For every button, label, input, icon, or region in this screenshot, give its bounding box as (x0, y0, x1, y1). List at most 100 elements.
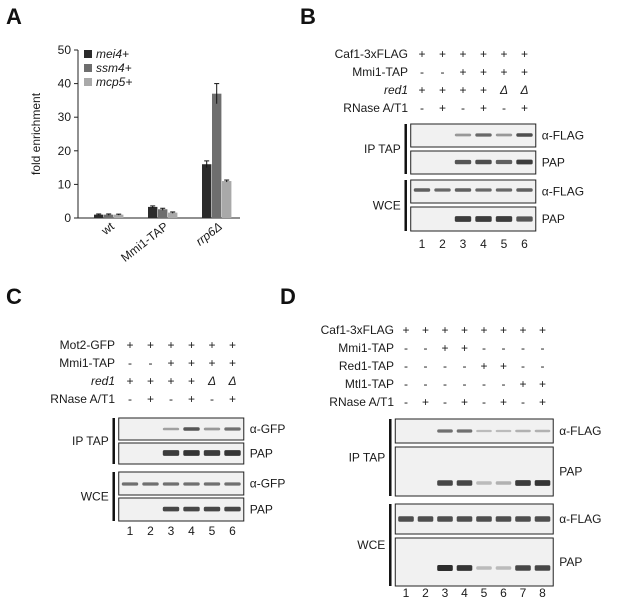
condition-value: + (418, 83, 425, 97)
condition-value: - (541, 341, 545, 355)
band (417, 516, 434, 522)
band (437, 480, 453, 486)
condition-value: + (441, 323, 448, 337)
band (495, 159, 513, 165)
condition-value: - (404, 395, 408, 409)
band (413, 188, 431, 192)
condition-value: - (128, 392, 132, 406)
condition-value: + (480, 323, 487, 337)
condition-value: + (188, 338, 195, 352)
antibody-label: PAP (559, 555, 582, 569)
condition-value: + (402, 323, 409, 337)
condition-value: - (443, 359, 447, 373)
antibody-label: PAP (250, 503, 273, 517)
blot-box (394, 446, 554, 497)
lane-number: 2 (422, 586, 429, 600)
condition-value: - (420, 65, 424, 79)
condition-value: + (126, 338, 133, 352)
lane-number: 2 (439, 237, 446, 251)
band (515, 565, 531, 571)
panel-c: C Mot2-GFP + + + + + +Mmi1-TAP - - + + + +red1 + + + + Δ Δ… (6, 284, 285, 538)
condition-value: + (461, 323, 468, 337)
condition-value: + (539, 395, 546, 409)
condition-value: + (208, 356, 215, 370)
condition-value: - (443, 395, 447, 409)
condition-value: + (519, 377, 526, 391)
y-tick-label: 30 (58, 110, 72, 124)
condition-value: - (521, 395, 525, 409)
panel-b: B Caf1-3xFLAG + + + + + +Mmi1-TAP - - + + + +red1 + + +… (300, 4, 584, 251)
condition-label: red1 (91, 374, 115, 388)
condition-value: - (210, 392, 214, 406)
y-tick-label: 40 (58, 77, 72, 91)
band (224, 506, 241, 512)
bar (114, 214, 124, 218)
lane-number: 4 (480, 237, 487, 251)
lane-number: 5 (209, 524, 216, 538)
band (183, 450, 200, 456)
bar (212, 93, 222, 218)
condition-value: + (188, 374, 195, 388)
condition-value: - (404, 359, 408, 373)
panel-a-chart: 0 10 20 30 40 50 fold enrichment wt Mmi1-TAP rrp6… (29, 43, 240, 265)
legend-label: mei4+ (96, 47, 129, 61)
condition-value: - (482, 395, 486, 409)
legend-label: ssm4+ (96, 61, 132, 75)
blot-box (410, 150, 537, 175)
condition-label: Mtl1-TAP (345, 377, 394, 391)
band (224, 450, 241, 456)
band (515, 429, 531, 433)
bar (148, 206, 158, 218)
condition-value: - (521, 341, 525, 355)
condition-value: Δ (207, 374, 216, 388)
condition-value: + (519, 323, 526, 337)
condition-value: + (147, 374, 154, 388)
antibody-label: α-GFP (250, 422, 286, 436)
condition-value: + (422, 395, 429, 409)
antibody-label: PAP (542, 212, 565, 226)
condition-label: Caf1-3xFLAG (321, 323, 394, 337)
band (203, 482, 221, 486)
band (516, 159, 533, 165)
y-axis-label: fold enrichment (29, 92, 43, 175)
condition-value: - (521, 359, 525, 373)
band (162, 482, 180, 486)
condition-value: + (441, 341, 448, 355)
blot-box (118, 417, 245, 441)
band (434, 188, 451, 192)
lane-number: 4 (188, 524, 195, 538)
condition-value: - (420, 101, 424, 115)
blot-box (410, 179, 537, 204)
condition-value: - (463, 377, 467, 391)
x-tick-label: rrp6Δ (193, 219, 225, 248)
panel-a: A 0 10 20 30 40 50 fold enrichment wt Mmi1-TAP rr… (6, 4, 240, 265)
band (475, 188, 492, 192)
condition-value: + (521, 47, 528, 61)
group-label: IP TAP (364, 142, 401, 156)
band (475, 216, 492, 222)
condition-value: + (208, 338, 215, 352)
panel-b-western-blot: Caf1-3xFLAG + + + + + +Mmi1-TAP - - + + + +red1 + + + + Δ… (335, 47, 584, 251)
lane-number: 1 (403, 586, 410, 600)
condition-value: + (229, 356, 236, 370)
lane-number: 6 (500, 586, 507, 600)
condition-value: + (521, 65, 528, 79)
condition-value: + (459, 47, 466, 61)
bar (94, 214, 104, 218)
panel-a-letter: A (6, 4, 22, 29)
condition-value: + (539, 323, 546, 337)
bar (202, 164, 212, 218)
condition-value: + (500, 359, 507, 373)
condition-value: + (461, 341, 468, 355)
group-label: WCE (373, 199, 401, 213)
band (495, 481, 512, 485)
y-tick-label: 50 (58, 43, 72, 57)
lane-number: 3 (460, 237, 467, 251)
band (475, 159, 492, 165)
band (437, 429, 453, 433)
condition-value: + (459, 83, 466, 97)
group-label: WCE (357, 538, 385, 552)
y-tick-label: 0 (64, 211, 71, 225)
band (476, 516, 492, 522)
